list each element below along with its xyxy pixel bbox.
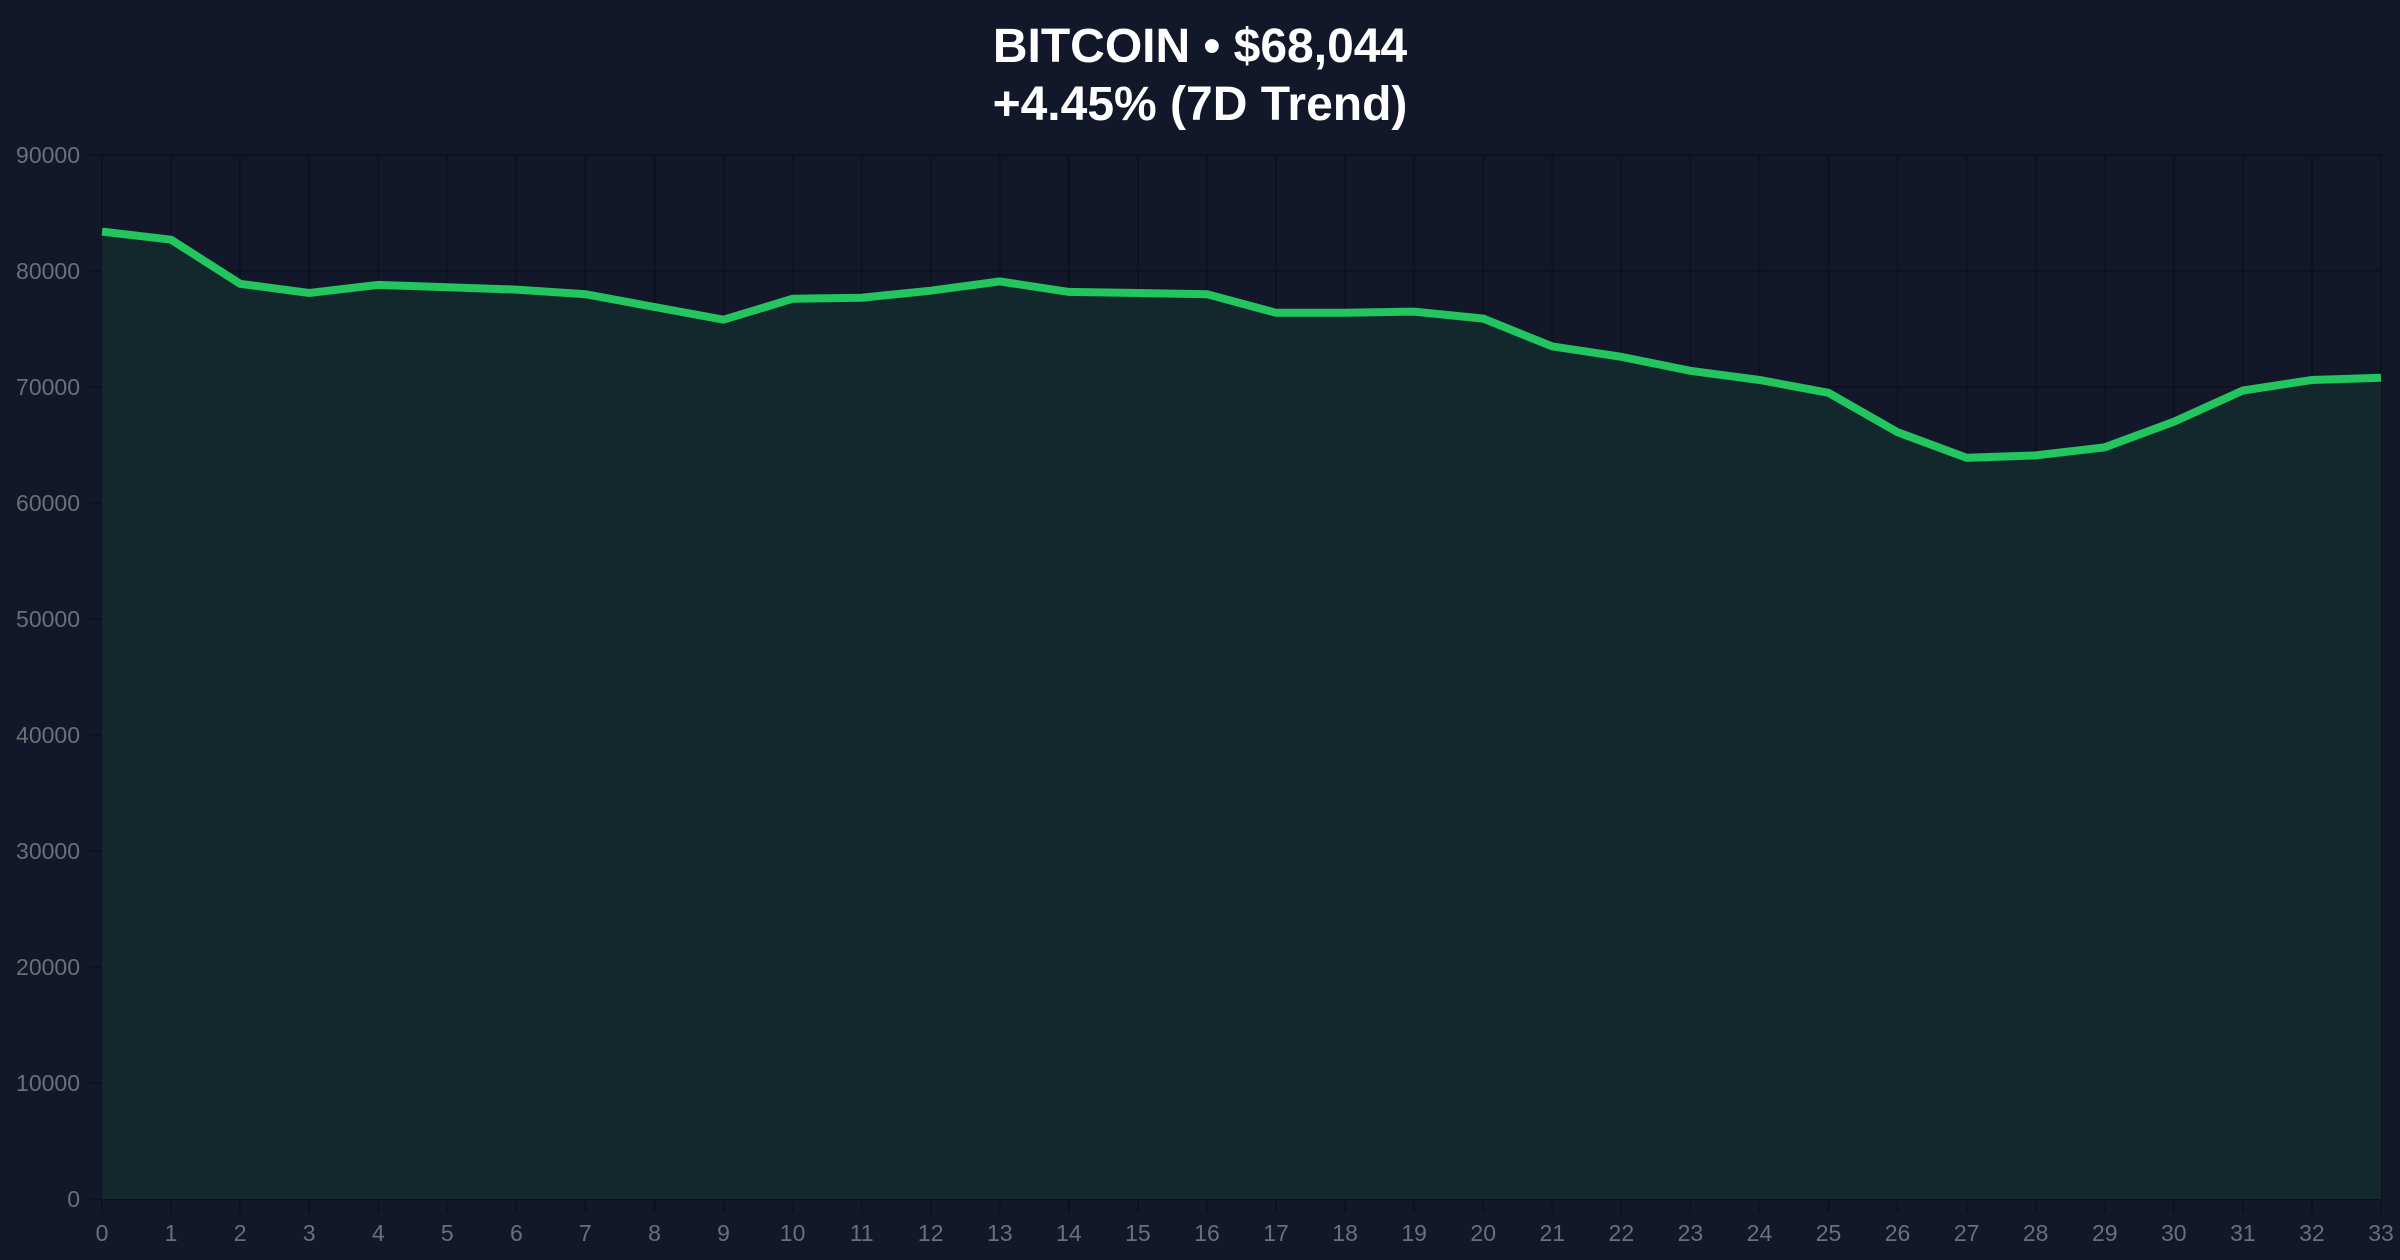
x-tick-label: 14 bbox=[1056, 1220, 1082, 1246]
y-tick-label: 50000 bbox=[16, 606, 80, 632]
x-tick-label: 10 bbox=[780, 1220, 806, 1246]
x-tick-label: 12 bbox=[918, 1220, 944, 1246]
x-tick-label: 11 bbox=[850, 1220, 874, 1246]
x-tick-label: 21 bbox=[1539, 1220, 1565, 1246]
x-tick-label: 2 bbox=[234, 1220, 247, 1246]
x-tick-label: 26 bbox=[1885, 1220, 1911, 1246]
chart-title-line2: +4.45% (7D Trend) bbox=[992, 78, 1408, 131]
x-tick-label: 3 bbox=[303, 1220, 316, 1246]
chart-title: BITCOIN • $68,044 +4.45% (7D Trend) bbox=[0, 18, 2400, 134]
x-tick-label: 9 bbox=[717, 1220, 730, 1246]
x-tick-label: 16 bbox=[1194, 1220, 1220, 1246]
x-tick-label: 20 bbox=[1470, 1220, 1496, 1246]
x-tick-label: 27 bbox=[1954, 1220, 1980, 1246]
price-line bbox=[101, 227, 2382, 462]
x-tick-label: 19 bbox=[1401, 1220, 1427, 1246]
y-tick-label: 40000 bbox=[16, 722, 80, 748]
x-tick-label: 0 bbox=[96, 1220, 109, 1246]
x-tick-label: 33 bbox=[2368, 1220, 2394, 1246]
x-tick-label: 6 bbox=[510, 1220, 523, 1246]
price-area-fill bbox=[102, 231, 2381, 1200]
y-tick-label: 20000 bbox=[16, 954, 80, 980]
y-tick-label: 30000 bbox=[16, 838, 80, 864]
y-tick-label: 80000 bbox=[16, 258, 80, 284]
y-tick-label: 0 bbox=[67, 1186, 80, 1212]
x-tick-label: 4 bbox=[372, 1220, 385, 1246]
x-tick-label: 29 bbox=[2092, 1220, 2118, 1246]
x-tick-label: 24 bbox=[1747, 1220, 1773, 1246]
x-tick-label: 13 bbox=[987, 1220, 1013, 1246]
x-tick-label: 28 bbox=[2023, 1220, 2049, 1246]
x-tick-label: 17 bbox=[1263, 1220, 1289, 1246]
x-tick-label: 15 bbox=[1125, 1220, 1151, 1246]
x-tick-label: 5 bbox=[441, 1220, 454, 1246]
x-tick-label: 1 bbox=[165, 1220, 178, 1246]
x-tick-label: 7 bbox=[579, 1220, 592, 1246]
y-tick-label: 60000 bbox=[16, 490, 80, 516]
y-tick-label: 70000 bbox=[16, 374, 80, 400]
x-tick-label: 32 bbox=[2299, 1220, 2325, 1246]
x-tick-label: 18 bbox=[1332, 1220, 1358, 1246]
y-tick-label: 10000 bbox=[16, 1070, 80, 1096]
x-tick-label: 31 bbox=[2230, 1220, 2256, 1246]
x-tick-label: 22 bbox=[1609, 1220, 1635, 1246]
y-axis: 0 10000 20000 30000 40000 50000 60000 70000 8000… bbox=[16, 142, 80, 1212]
x-axis: 0 1 2 3 4 5 6 7 8 9 10 11 12 13 14 15 16 17 18 19 20 21 22 23 24… bbox=[96, 1220, 2394, 1246]
x-tick-label: 30 bbox=[2161, 1220, 2187, 1246]
chart-title-line1: BITCOIN • $68,044 bbox=[992, 20, 1408, 73]
x-tick-label: 8 bbox=[648, 1220, 661, 1246]
x-tick-label: 25 bbox=[1816, 1220, 1842, 1246]
y-tick-label: 90000 bbox=[16, 142, 80, 168]
x-tick-label: 23 bbox=[1678, 1220, 1704, 1246]
